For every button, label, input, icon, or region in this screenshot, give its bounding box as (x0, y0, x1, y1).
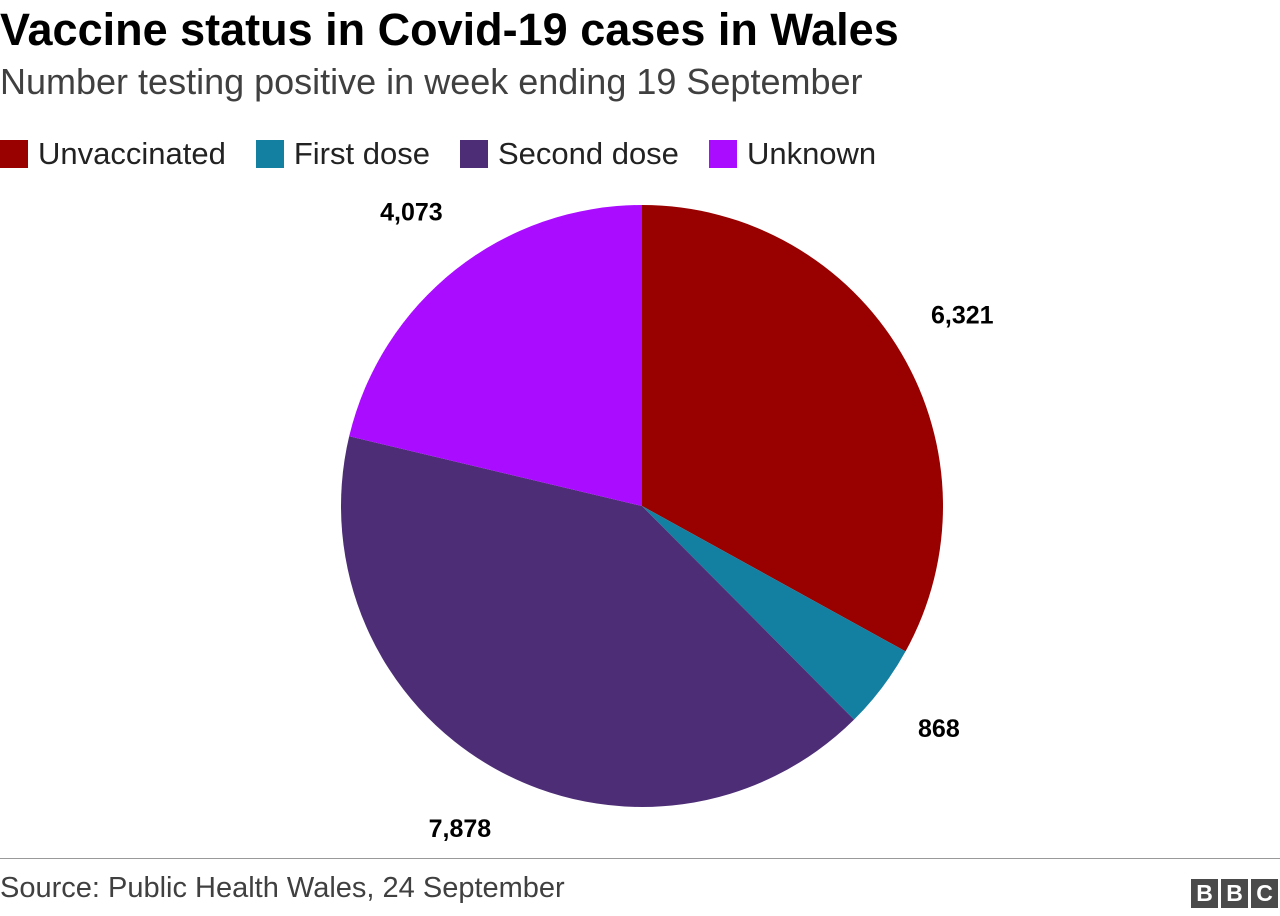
legend-label-second-dose: Second dose (497, 136, 679, 171)
legend-label-first-dose: First dose (293, 136, 430, 171)
legend-label-unvaccinated: Unvaccinated (38, 136, 226, 171)
pie-slice-unknown (349, 205, 642, 506)
legend-swatch-second-dose (459, 140, 488, 168)
chart-title: Vaccine status in Covid-19 cases in Wale… (0, 4, 899, 55)
bbc-logo-letter: B (1191, 879, 1218, 908)
chart-legend: Unvaccinated First dose Second dose Unkn… (0, 136, 906, 172)
legend-item-unvaccinated: Unvaccinated (0, 136, 226, 172)
pie-slice-first-dose (642, 506, 906, 720)
pie-slice-second-dose (340, 436, 855, 807)
data-label-unvaccinated: 6,321 (931, 302, 994, 330)
data-label-unknown: 4,073 (380, 199, 443, 227)
legend-item-second-dose: Second dose (459, 136, 679, 172)
bbc-logo: B B C (1188, 879, 1278, 908)
pie-chart: 6,321 868 7,878 4,073 (340, 199, 994, 843)
source-note: Source: Public Health Wales, 24 Septembe… (0, 872, 565, 904)
legend-swatch-unknown (708, 140, 737, 168)
data-label-second-dose: 7,878 (429, 815, 492, 843)
chart-subtitle: Number testing positive in week ending 1… (0, 61, 863, 102)
bbc-logo-letter: C (1251, 879, 1278, 908)
legend-item-unknown: Unknown (708, 136, 877, 172)
legend-label-unknown: Unknown (746, 136, 877, 171)
bbc-logo-letter: B (1221, 879, 1248, 908)
pie-slice-unvaccinated (642, 205, 943, 652)
footer-divider (0, 858, 1280, 859)
legend-swatch-first-dose (255, 140, 284, 168)
legend-item-first-dose: First dose (255, 136, 430, 172)
data-label-first-dose: 868 (918, 715, 960, 743)
legend-swatch-unvaccinated (0, 140, 28, 168)
